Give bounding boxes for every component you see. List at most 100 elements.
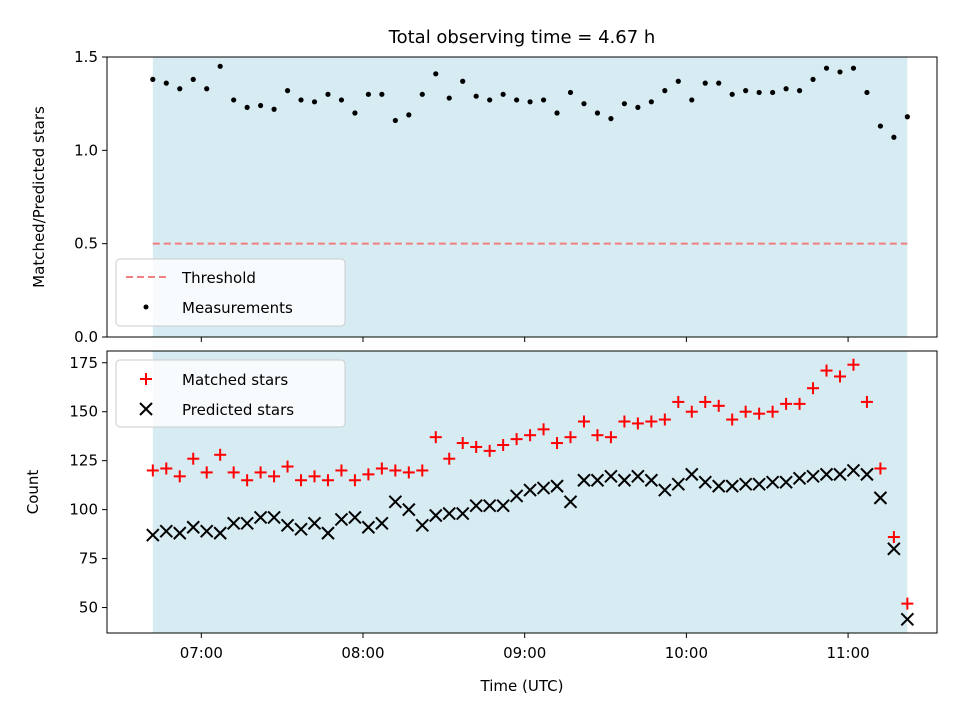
matched-star-point bbox=[227, 466, 240, 479]
x-tick-label: 08:00 bbox=[341, 644, 384, 662]
predicted-star-point bbox=[806, 469, 820, 484]
count-panel: 50 75 100 125 150 175 07:00 08:00 09:00 10:00 11:… bbox=[24, 350, 938, 695]
measurement-point bbox=[487, 97, 493, 103]
matched-star-point bbox=[524, 429, 537, 442]
predicted-star-point bbox=[712, 479, 726, 493]
measurement-point bbox=[675, 78, 681, 84]
measurement-point bbox=[648, 99, 654, 105]
matched-star-point bbox=[389, 464, 402, 477]
matched-star-point bbox=[146, 464, 159, 477]
predicted-star-point bbox=[685, 467, 699, 482]
measurement-point bbox=[365, 91, 371, 97]
predicted-star-point bbox=[456, 506, 470, 521]
measurement-point bbox=[204, 86, 210, 92]
measurement-point bbox=[311, 99, 318, 105]
predicted-star-point bbox=[388, 495, 403, 509]
measurement-point bbox=[756, 89, 762, 96]
matched-star-point bbox=[321, 474, 334, 487]
matched-star-point bbox=[281, 460, 294, 473]
matched-star-point bbox=[780, 397, 793, 410]
predicted-star-point bbox=[496, 499, 510, 513]
measurement-point bbox=[150, 76, 156, 82]
measurement-point bbox=[352, 110, 358, 116]
ratio-y-tick-label: 0.0 bbox=[74, 328, 98, 346]
matched-star-point bbox=[887, 531, 900, 544]
matched-star-point bbox=[901, 597, 914, 610]
matched-star-point bbox=[645, 415, 658, 428]
count-legend: Matched stars Predicted stars bbox=[115, 359, 346, 428]
matched-star-point bbox=[591, 429, 604, 442]
matched-star-point bbox=[470, 440, 483, 453]
measurement-point bbox=[635, 104, 641, 110]
measurement-point bbox=[527, 99, 533, 105]
matched-star-point bbox=[860, 395, 873, 408]
matched-star-point bbox=[362, 468, 375, 481]
predicted-star-point bbox=[482, 499, 497, 513]
measurement-point bbox=[864, 89, 870, 96]
measurement-point bbox=[244, 104, 250, 110]
predicted-star-point bbox=[348, 510, 362, 525]
predicted-star-point bbox=[307, 516, 322, 531]
matched-star-point bbox=[537, 423, 550, 436]
matched-star-point bbox=[820, 364, 833, 377]
matched-star-point bbox=[793, 397, 806, 410]
matched-star-point bbox=[429, 431, 442, 444]
predicted-star-point bbox=[200, 524, 214, 538]
matched-star-point bbox=[712, 399, 725, 412]
ratio-panel: 0.0 0.5 1.0 1.5 Total observing time = 4.67… bbox=[30, 27, 938, 346]
predicted-star-point bbox=[442, 506, 456, 521]
matched-star-point bbox=[241, 474, 254, 487]
predicted-star-point bbox=[321, 526, 335, 540]
predicted-star-point bbox=[846, 463, 861, 478]
predicted-star-point bbox=[415, 518, 429, 532]
predicted-star-point bbox=[617, 473, 632, 487]
ratio-panel-frame bbox=[106, 56, 938, 338]
matched-star-point bbox=[551, 437, 564, 450]
predicted-star-point bbox=[253, 510, 268, 525]
measurement-point bbox=[743, 88, 749, 94]
predicted-star-point bbox=[523, 483, 537, 497]
measurement-point bbox=[284, 88, 291, 94]
predicted-star-point bbox=[375, 516, 389, 531]
x-tick-label: 07:00 bbox=[180, 644, 223, 662]
predicted-star-point bbox=[577, 473, 591, 487]
predicted-star-point bbox=[658, 483, 672, 497]
matched-star-point bbox=[214, 448, 227, 461]
legend-matched-label: Matched stars bbox=[182, 371, 288, 389]
ratio-legend-box bbox=[115, 258, 346, 327]
measurement-point bbox=[271, 106, 277, 112]
count-y-tick-label: 75 bbox=[79, 550, 98, 568]
count-panel-frame bbox=[106, 350, 938, 634]
predicted-star-point bbox=[752, 477, 766, 491]
matched-star-point bbox=[564, 431, 577, 444]
predicted-star-point bbox=[873, 491, 888, 505]
measurement-point bbox=[770, 89, 776, 96]
predicted-star-point bbox=[779, 475, 793, 489]
predicted-star-point bbox=[563, 495, 578, 509]
x-tick-label: 10:00 bbox=[665, 644, 708, 662]
measurement-point bbox=[662, 88, 668, 94]
measurement-point bbox=[621, 101, 628, 107]
matched-star-point bbox=[739, 405, 752, 418]
predicted-star-point bbox=[173, 526, 187, 540]
measurement-point bbox=[594, 110, 601, 116]
ratio-y-tick-label: 1.0 bbox=[74, 141, 98, 159]
x-tick-label: 09:00 bbox=[503, 644, 546, 662]
ratio-legend: Threshold Measurements bbox=[115, 258, 346, 327]
predicted-star-point bbox=[186, 520, 200, 534]
matched-star-point bbox=[375, 462, 388, 475]
predicted-star-point bbox=[402, 502, 416, 517]
measurement-point bbox=[419, 91, 425, 97]
measurement-point bbox=[540, 97, 547, 103]
matched-star-point bbox=[726, 413, 739, 426]
matched-star-point bbox=[618, 415, 631, 428]
predicted-star-point bbox=[159, 524, 173, 538]
predicted-star-point bbox=[280, 518, 295, 532]
matched-star-point bbox=[699, 395, 712, 408]
measurement-point bbox=[379, 91, 385, 97]
matched-star-point bbox=[753, 407, 766, 420]
measurement-point bbox=[823, 65, 830, 71]
matched-star-point bbox=[456, 437, 469, 450]
matched-star-point bbox=[672, 395, 685, 408]
measurement-point bbox=[500, 91, 506, 97]
